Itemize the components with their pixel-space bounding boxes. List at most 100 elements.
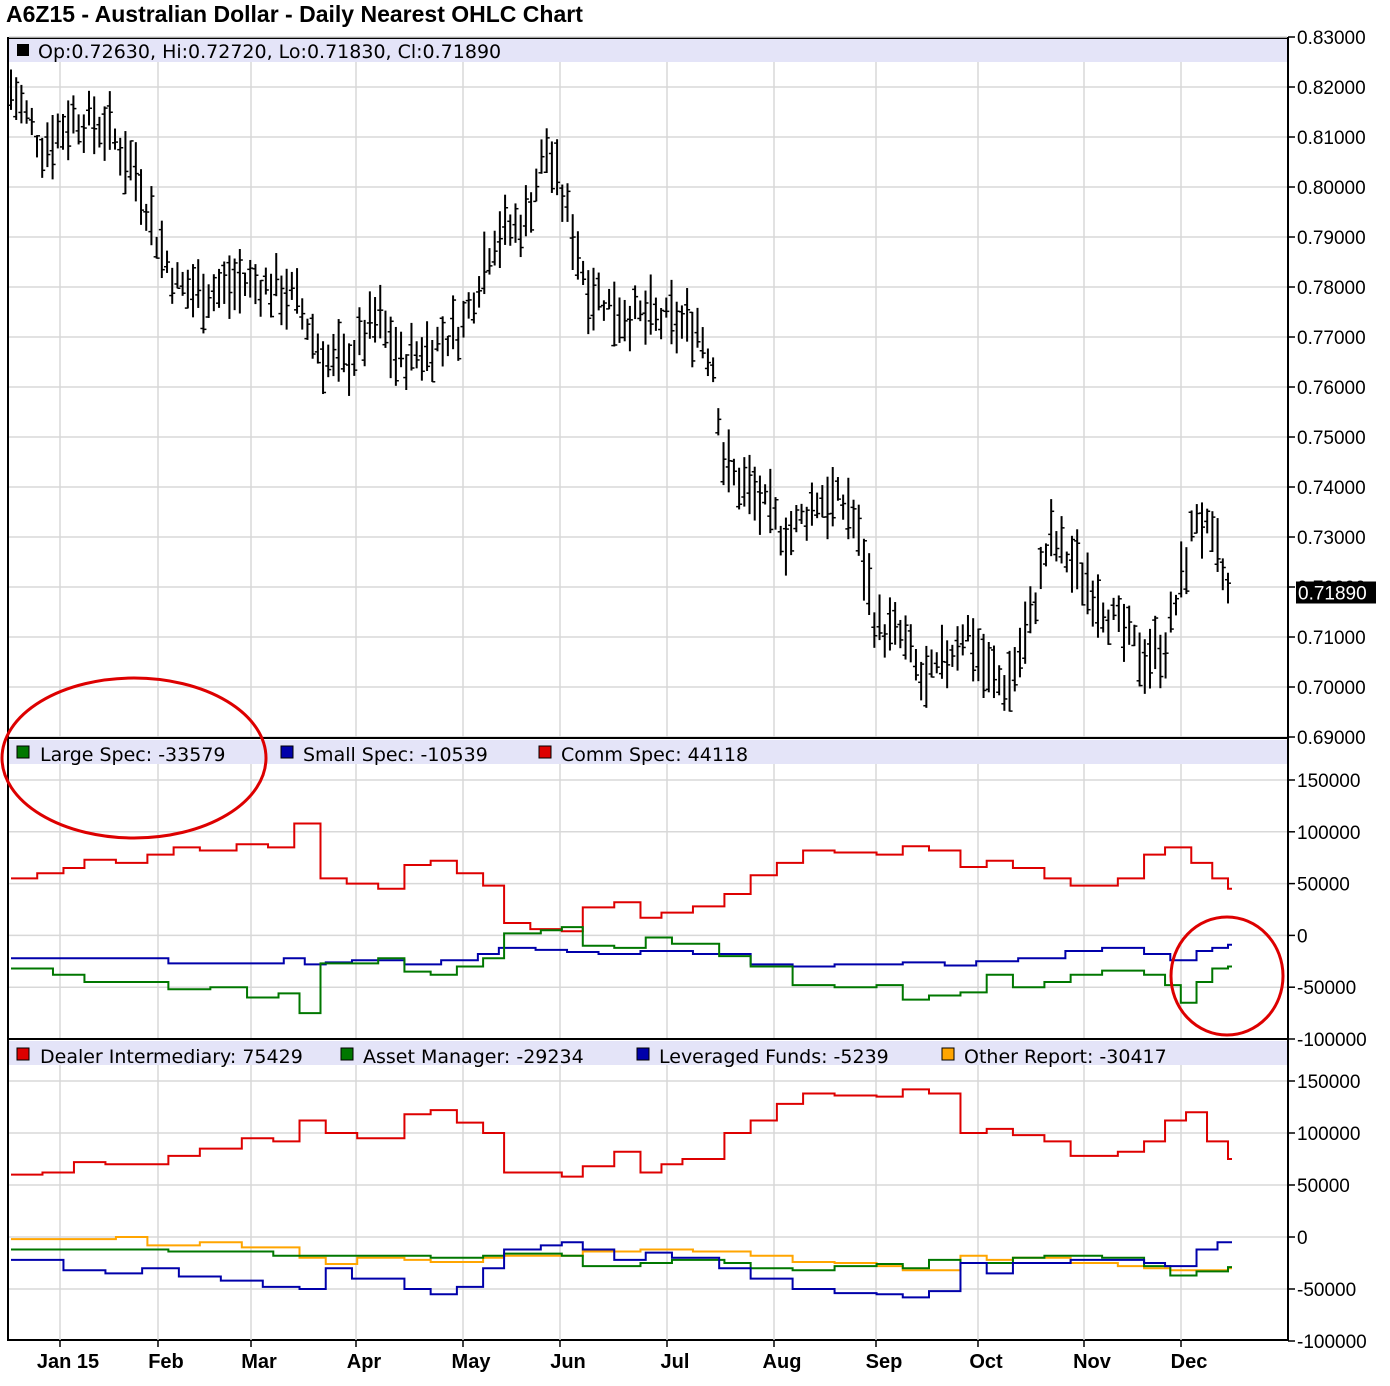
price-grid — [9, 36, 1287, 738]
ohlc-bar — [668, 279, 675, 345]
ohlc-bar — [569, 214, 576, 271]
ohlc-bar — [528, 192, 535, 233]
ohlc-bar — [626, 305, 633, 352]
ohlc-bar — [481, 231, 488, 295]
ohlc-bar — [49, 115, 56, 180]
x-tick-label: Sep — [866, 1351, 903, 1373]
ohlc-bar — [23, 100, 30, 124]
ohlc-bar — [1188, 510, 1195, 542]
ohlc-bar — [65, 100, 72, 161]
ohlc-bar — [585, 270, 592, 335]
ohlc-bar — [621, 299, 628, 342]
y-tick-label: 0.75000 — [1297, 428, 1366, 449]
y-tick-label: 0.69000 — [1297, 728, 1366, 749]
ohlc-bar — [512, 203, 519, 243]
ohlc-bar — [54, 113, 61, 149]
y-tick-label: 50000 — [1297, 1176, 1350, 1197]
ohlc-bar — [871, 612, 878, 648]
cot-legacy-panel: Large Spec: -33579 Small Spec: -10539 Co… — [7, 737, 1367, 1051]
ohlc-bar — [595, 272, 602, 311]
legend-band — [9, 740, 1287, 764]
ohlc-bar — [491, 230, 498, 266]
ohlc-bar — [1042, 543, 1049, 567]
ohlc-bar — [959, 624, 966, 656]
ohlc-bar — [408, 322, 415, 371]
ohlc-bar — [559, 184, 566, 222]
ohlc-bar — [80, 114, 87, 153]
ohlc-bar — [1089, 580, 1096, 627]
ohlc-bar — [855, 504, 862, 556]
y-tick-label: -50000 — [1297, 978, 1356, 999]
ohlc-bar — [845, 477, 852, 540]
ohlc-bar — [28, 107, 35, 136]
ohlc-bar — [980, 633, 987, 698]
ohlc-bar — [429, 340, 436, 383]
cot-disaggregated-panel: Dealer Intermediary: 75429 Asset Manager… — [7, 1038, 1367, 1353]
ohlc-bar — [876, 594, 883, 641]
ohlc-bar — [1011, 647, 1018, 692]
y-tick-label: 0.83000 — [1297, 28, 1366, 49]
ohlc-bar — [91, 96, 98, 155]
cot-disagg-grid — [9, 1065, 1287, 1340]
ohlc-bar — [522, 185, 529, 237]
ohlc-bar — [1105, 609, 1112, 645]
ohlc-bar — [101, 106, 108, 161]
y-tick-label: 0.78000 — [1297, 278, 1366, 299]
ohlc-bar — [970, 618, 977, 682]
legend-other-report: Other Report: -30417 — [964, 1046, 1167, 1068]
ohlc-bar — [1037, 546, 1044, 590]
ohlc-bar — [1141, 639, 1148, 694]
price-legend-swatch — [17, 44, 29, 56]
ohlc-bar — [985, 641, 992, 693]
y-tick-label: 0.77000 — [1297, 328, 1366, 349]
ohlc-bar — [340, 333, 347, 373]
ohlc-bar — [122, 131, 129, 195]
ohlc-bar — [60, 114, 67, 150]
x-tick-label: Aug — [763, 1351, 802, 1373]
ohlc-bar — [1225, 572, 1231, 604]
ohlc-bar — [351, 340, 358, 376]
ohlc-bar — [195, 259, 202, 308]
ohlc-bar — [434, 326, 441, 352]
ohlc-bar — [366, 291, 373, 339]
x-tick-label: Jun — [550, 1351, 586, 1373]
y-tick-label: -50000 — [1297, 1280, 1356, 1301]
ohlc-bar — [169, 267, 176, 304]
ohlc-bar — [444, 335, 451, 357]
ohlc-bar — [730, 458, 737, 486]
ohlc-bar — [1214, 518, 1221, 572]
ohlc-bar — [517, 214, 524, 258]
series-line-asset-manager — [11, 1248, 1232, 1277]
ohlc-bar — [1084, 552, 1091, 615]
ohlc-bar — [538, 139, 545, 174]
y-tick-label: 0.81000 — [1297, 128, 1366, 149]
y-tick-label: 150000 — [1297, 1072, 1360, 1093]
ohlc-bar — [361, 319, 368, 367]
ohlc-bar — [684, 288, 691, 342]
ohlc-bar — [543, 128, 550, 174]
ohlc-bar — [221, 261, 228, 304]
ohlc-bar — [1001, 675, 1008, 711]
ohlc-bar — [881, 624, 888, 658]
ohlc-bar — [18, 84, 25, 124]
ohlc-bar — [715, 408, 722, 436]
ohlc-bar — [205, 284, 212, 318]
ohlc-bar — [964, 615, 971, 642]
ohlc-bar — [299, 298, 306, 330]
x-tick-label: Apr — [347, 1351, 382, 1373]
ohlc-bar — [1063, 551, 1070, 573]
ohlc-bar — [1120, 603, 1127, 662]
ohlc-bar — [117, 137, 124, 176]
last-price-marker — [1296, 581, 1376, 604]
cot-legacy-lines — [11, 822, 1232, 1015]
series-line-dealer-intermediary — [11, 1088, 1232, 1178]
ohlc-bar — [252, 264, 259, 305]
ohlc-bar — [678, 305, 685, 339]
ohlc-bar — [257, 279, 264, 317]
legend-small-spec: Small Spec: -10539 — [303, 744, 488, 766]
ohlc-bar — [184, 269, 191, 309]
legend-swatch-asset-manager — [340, 1047, 354, 1061]
ohlc-bar — [1058, 516, 1065, 564]
ohlc-bar — [694, 307, 701, 348]
ohlc-bar — [746, 454, 753, 515]
